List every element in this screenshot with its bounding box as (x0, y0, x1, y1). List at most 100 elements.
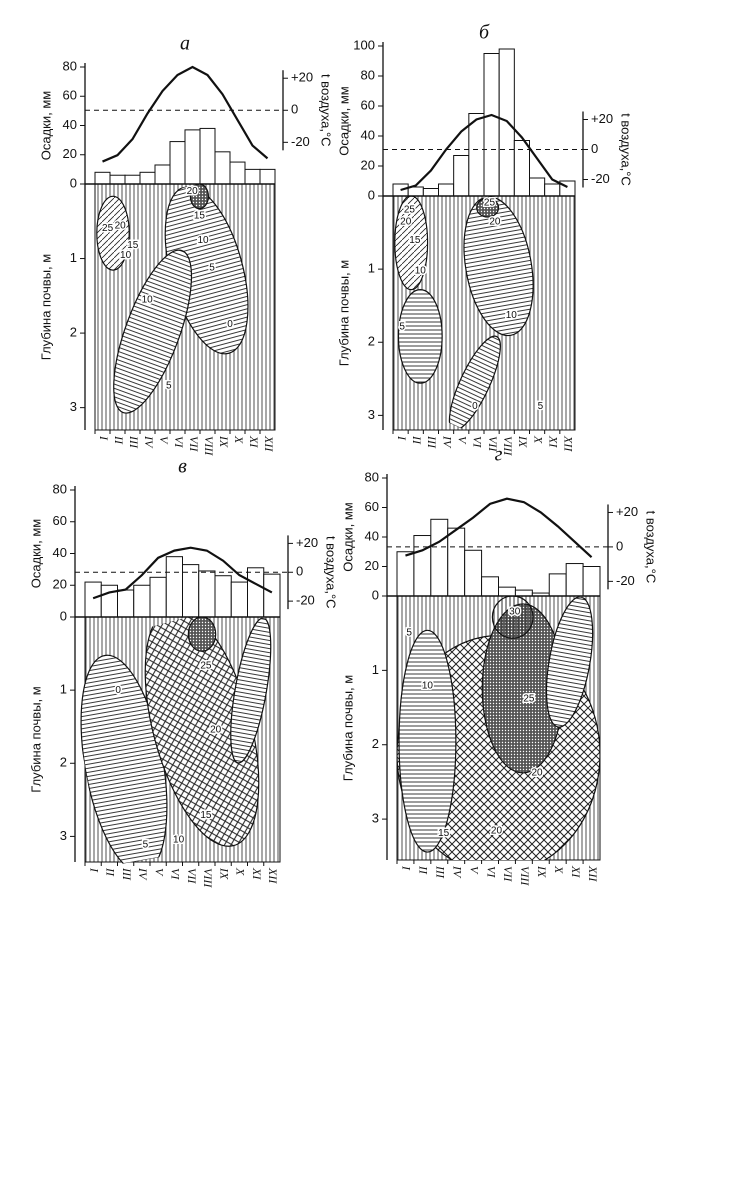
precipitation-bar (529, 177, 546, 197)
precipitation-bar (498, 586, 516, 597)
y-tick-label: 40 (365, 528, 379, 543)
air-temperature-line (92, 546, 273, 600)
precipitation-bar (165, 556, 183, 618)
precipitation-bar (154, 164, 171, 185)
y2-tick-label: 0 (296, 564, 303, 579)
isotherm-label: 25 (523, 694, 535, 705)
x-tick-label: IV (136, 867, 150, 881)
isotherm-label: 10 (415, 266, 427, 277)
precipitation-bar (453, 155, 470, 197)
x-tick-label: X (552, 865, 566, 874)
isotherm-zone (476, 197, 500, 218)
air-temperature-line (405, 497, 593, 559)
precipitation-bar (481, 576, 500, 597)
x-tick-label: XI (569, 865, 583, 878)
isotherm-label: 15 (409, 235, 421, 246)
x-tick-label: XI (250, 867, 264, 880)
isotherm-zone (187, 617, 217, 652)
x-tick-label: I (395, 435, 409, 441)
x-tick-label: XII (562, 435, 576, 452)
x-tick-label: X (232, 435, 246, 444)
panel-title: г (495, 444, 503, 466)
y2-tick-label: 0 (591, 141, 598, 156)
x-tick-label: VIII (202, 436, 216, 456)
isotherm-zone (463, 196, 534, 337)
depth-tick-label: 1 (60, 682, 67, 697)
isotherm-label: 10 (142, 294, 154, 305)
precipitation-bar (109, 174, 126, 185)
y2-axis-label: t воздуха,°С (619, 113, 634, 186)
air-temperature-line (400, 113, 568, 192)
y-axis-label: Осадки, мм (336, 86, 351, 156)
isotherm-label: 20 (532, 768, 544, 779)
x-tick-label: X (234, 867, 248, 876)
y-tick-label: 0 (372, 587, 379, 602)
x-tick-label: VI (172, 436, 186, 448)
precipitation-bar (513, 140, 530, 197)
isotherm-label: 5 (399, 322, 405, 333)
depth-tick-label: 3 (368, 407, 375, 422)
precipitation-bar (133, 584, 151, 618)
precipitation-bar (139, 171, 156, 185)
precipitation-bar (396, 551, 415, 597)
x-tick-label: V (152, 868, 166, 877)
y2-tick-label: +20 (291, 70, 313, 85)
depth-tick-label: 3 (372, 811, 379, 826)
isotherm-zone (189, 184, 209, 210)
isotherm-label: 20 (489, 216, 501, 227)
depth-tick-label: 1 (372, 662, 379, 677)
x-tick-label: X (531, 435, 545, 444)
y2-tick-label: -20 (291, 134, 310, 149)
x-tick-label: VI (471, 436, 485, 448)
x-tick-label: V (467, 866, 481, 875)
y-tick-label: 20 (53, 577, 67, 592)
panel-title: в (178, 456, 187, 478)
precipitation-bar (413, 535, 432, 597)
y-tick-label: 0 (368, 187, 375, 202)
x-tick-label: VI (484, 866, 498, 878)
x-tick-label: II (104, 867, 118, 877)
isotherm-zone (113, 249, 193, 414)
y-tick-label: 40 (53, 545, 67, 560)
precipitation-bar (514, 589, 533, 597)
precipitation-bar (149, 576, 167, 618)
precipitation-bar (100, 584, 118, 618)
x-tick-label: V (157, 436, 171, 445)
x-tick-label: III (425, 435, 439, 449)
x-tick-label: XI (247, 435, 261, 448)
isotherm-label: 25 (200, 661, 212, 672)
y-tick-label: 60 (361, 97, 375, 112)
y-tick-label: 40 (63, 117, 77, 132)
y-tick-label: 0 (70, 175, 77, 190)
precipitation-bar (582, 566, 601, 597)
x-tick-label: VII (501, 866, 515, 882)
x-tick-label: IX (516, 435, 530, 448)
isotherm-label: 20 (187, 186, 199, 197)
isotherm-label: 15 (194, 211, 206, 222)
precipitation-bar (124, 174, 141, 185)
y2-tick-label: 0 (616, 538, 623, 553)
precipitation-bar (422, 188, 440, 197)
precipitation-bar (244, 168, 261, 185)
x-tick-label: XI (547, 435, 561, 448)
isotherm-label: 20 (400, 216, 412, 227)
isotherm-label: 5 (166, 380, 172, 391)
x-tick-label: IX (217, 867, 231, 880)
isotherm-zone (491, 596, 534, 639)
panel-title: а (180, 33, 190, 55)
y2-axis-label: t воздуха,°С (644, 511, 659, 584)
y-tick-label: 100 (353, 37, 375, 52)
isotherm-zone (398, 629, 457, 853)
precipitation-bar (214, 151, 231, 185)
precipitation-bar (468, 113, 485, 197)
y2-axis-label: t воздуха,°С (324, 536, 339, 609)
isotherm-zone (96, 195, 130, 271)
x-tick-label: III (120, 867, 134, 881)
x-tick-label: XII (262, 435, 276, 452)
x-tick-label: XII (586, 865, 600, 882)
isotherm-label: 20 (115, 220, 127, 231)
depth-axis-label: Глубина почвы, м (28, 686, 43, 793)
depth-tick-label: 3 (60, 828, 67, 843)
precipitation-bar (447, 527, 466, 597)
precipitation-bar (184, 129, 201, 185)
